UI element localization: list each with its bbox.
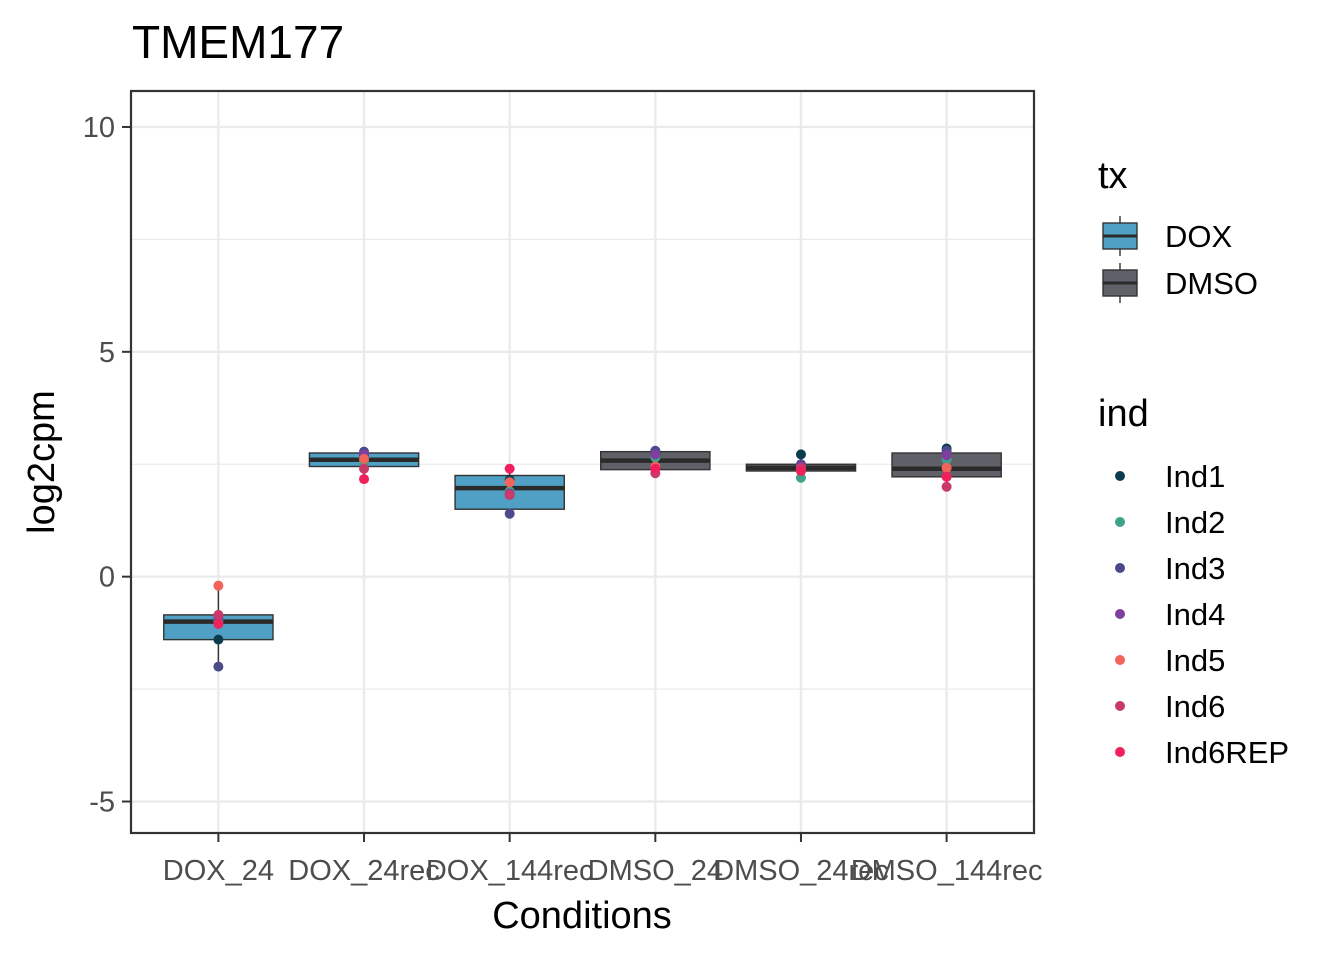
point-Ind4	[650, 449, 661, 460]
x-tick-label: DOX_24rec	[288, 855, 440, 887]
y-tick-label: 5	[99, 337, 115, 369]
x-tick-label: DMSO_24	[588, 855, 723, 887]
legend-ind-item: Ind6	[1115, 689, 1225, 724]
legend-ind-dot	[1115, 609, 1125, 619]
legend-ind-dot	[1115, 471, 1125, 481]
legend-ind-item: Ind2	[1115, 505, 1225, 540]
y-tick-label: 0	[99, 562, 115, 594]
y-tick-label: 10	[83, 112, 115, 144]
point-Ind5	[213, 580, 224, 591]
legend-ind-label: Ind5	[1165, 643, 1225, 678]
point-Ind6REP	[213, 618, 224, 629]
plot-panel	[131, 91, 1034, 833]
point-Ind3	[504, 508, 515, 519]
legend-ind-item: Ind1	[1115, 459, 1225, 494]
legend-ind-item: Ind4	[1115, 597, 1225, 632]
legend-ind-item: Ind6REP	[1115, 735, 1289, 770]
legend-ind-title: ind	[1098, 393, 1149, 435]
point-Ind5	[504, 477, 515, 488]
y-tick-label: -5	[89, 787, 115, 819]
legend-ind-item: Ind5	[1115, 643, 1225, 678]
legend-ind-label: Ind2	[1165, 505, 1225, 540]
plot-border	[129, 89, 1036, 835]
x-tick-label: DOX_24	[163, 855, 274, 887]
point-Ind6	[504, 489, 515, 500]
point-Ind6REP	[650, 463, 661, 474]
legend-ind-item: Ind3	[1115, 551, 1225, 586]
legend-ind-dot	[1115, 563, 1125, 573]
y-axis: -5 0 5 10	[83, 112, 131, 819]
point-Ind6	[213, 609, 224, 620]
point-Ind4	[941, 450, 952, 461]
legend-ind-dot	[1115, 517, 1125, 527]
y-axis-title: log2cpm	[21, 390, 63, 534]
point-Ind5	[359, 453, 370, 464]
point-Ind6REP	[504, 463, 515, 474]
point-Ind6	[941, 481, 952, 492]
x-axis-title: Conditions	[492, 895, 672, 937]
legend-ind-dot	[1115, 701, 1125, 711]
chart-title: TMEM177	[132, 16, 344, 68]
point-Ind3	[213, 661, 224, 672]
legend-ind-label: Ind6	[1165, 689, 1225, 724]
point-Ind1	[795, 449, 806, 460]
legend-ind-label: Ind3	[1165, 551, 1225, 586]
point-Ind6REP	[941, 471, 952, 482]
legend-ind-dot	[1115, 655, 1125, 665]
legend-ind-label: Ind4	[1165, 597, 1225, 632]
point-Ind5	[941, 462, 952, 473]
legend-ind-dot	[1115, 747, 1125, 757]
legend-tx-title: tx	[1098, 155, 1128, 197]
legend-tx-label: DMSO	[1165, 266, 1258, 301]
point-Ind6	[359, 463, 370, 474]
x-tick-label: DOX_144rec	[426, 855, 594, 887]
legend-ind-label: Ind6REP	[1165, 735, 1289, 770]
point-Ind1	[213, 634, 224, 645]
legend-tx-item: DMSO	[1102, 263, 1258, 303]
legend-ind: ind Ind1 Ind2 Ind3 Ind4 Ind5 Ind6 Ind6REP	[1098, 393, 1289, 770]
point-Ind6REP	[795, 465, 806, 476]
legend-tx-label: DOX	[1165, 219, 1233, 254]
legend-tx-item: DOX	[1102, 216, 1233, 256]
x-tick-label: DMSO_24rec	[713, 855, 889, 887]
point-Ind6REP	[359, 474, 370, 485]
legend-ind-label: Ind1	[1165, 459, 1225, 494]
point-layer	[213, 443, 952, 672]
legend-tx: tx DOX DMSO	[1098, 155, 1258, 303]
x-tick-label: DMSO_144rec	[851, 855, 1043, 887]
x-axis: DOX_24 DOX_24recDOX_144recDMSO_24DMSO_24r…	[163, 833, 1043, 887]
